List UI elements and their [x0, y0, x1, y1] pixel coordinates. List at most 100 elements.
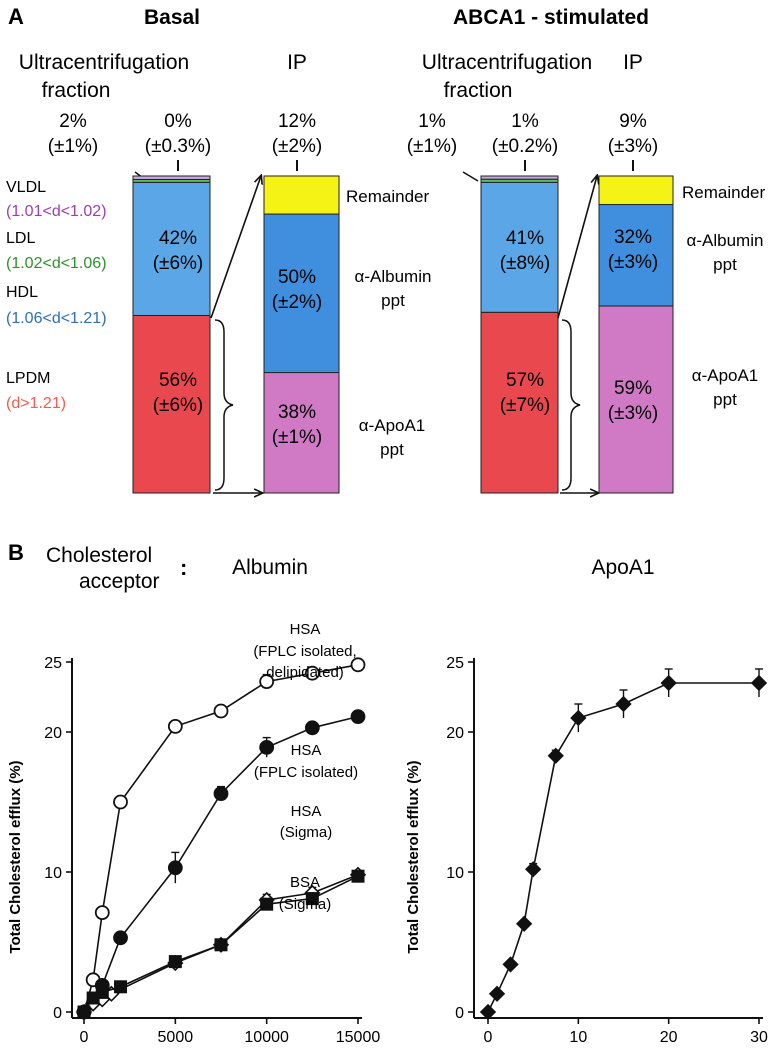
basal-ldl-top-pct: 0% [164, 111, 192, 132]
abca1-uc-header-line1: Ultracentrifugation [422, 51, 592, 74]
basal-lpdm-sd: (±6%) [153, 395, 204, 416]
abca1-hdl-pct: 41% [506, 228, 544, 249]
basal-remainder-label: Remainder [346, 187, 429, 206]
albumin-panel-title: Albumin [232, 556, 308, 579]
albumin-series-3-point [260, 897, 274, 911]
series-label-bsa-sigma-2: (Sigma) [279, 896, 332, 913]
albumin-series-3-point [305, 892, 319, 906]
apoa1-series-0-point [488, 985, 506, 1002]
abca1-ip-segment-0 [598, 305, 674, 494]
abca1-ip-header: IP [623, 51, 643, 74]
basal-ip-segment-0 [263, 372, 340, 494]
abca1-albumin-label-2: ppt [713, 255, 737, 274]
basal-hdl-pct: 42% [159, 228, 197, 249]
basal-apoa1-label-2: ppt [380, 440, 404, 459]
abca1-apoa1-label-1: α-ApoA1 [692, 366, 759, 385]
albumin-ytick-label: 25 [44, 655, 62, 672]
albumin-y-axis-label: Total Cholesterol efflux (%) [7, 760, 24, 953]
abca1-ldl-top-pct: 1% [511, 111, 539, 132]
series-label-hsa-delipidated-3: delipidated) [266, 664, 344, 681]
albumin-series-1-point [167, 860, 183, 876]
apoa1-y-axis-label: Total Cholesterol efflux (%) [405, 760, 422, 953]
albumin-series-0-point [213, 703, 229, 719]
basal-uc-segment-0 [132, 314, 211, 494]
basal-vldl-top-pct: 2% [59, 111, 87, 132]
albumin-ytick-label: 20 [44, 725, 62, 742]
abca1-vldl-leader [462, 171, 479, 182]
albumin-series-0-point [259, 674, 275, 689]
abca1-lpdm-pct: 57% [506, 370, 544, 391]
abca1-ultracentrifugation-bar [480, 175, 559, 494]
apoa1-xtick-label: 10 [569, 1029, 587, 1046]
albumin-series-0-point [167, 719, 183, 734]
apoa1-ytick-label: 0 [455, 1005, 464, 1022]
albumin-series-1-point [213, 786, 229, 801]
basal-albumin-sd: (±2%) [272, 292, 323, 313]
albumin-series-3-point [351, 869, 365, 883]
basal-apoa1-pct: 38% [278, 402, 316, 423]
abca1-albumin-sd: (±3%) [608, 252, 659, 273]
abca1-ip-segment-2 [598, 175, 674, 206]
apoa1-series-0-point [547, 747, 564, 764]
apoa1-series-0-point [479, 1003, 497, 1021]
albumin-ytick-label: 10 [44, 865, 62, 882]
abca1-title: ABCA1 - stimulated [453, 6, 649, 29]
abca1-ip-bar [598, 175, 674, 494]
ldl-label: LDL [6, 230, 35, 247]
abca1-lpdm-brace [561, 319, 581, 491]
apoa1-efflux-chart: 01020250102030Protein Concentration (μg/… [405, 655, 768, 1046]
albumin-xtick-label: 0 [80, 1029, 89, 1046]
basal-albumin-label-2: ppt [381, 291, 405, 310]
apoa1-series-0-point [516, 915, 533, 932]
basal-ip-header: IP [287, 51, 307, 74]
albumin-series-1-point [304, 720, 320, 736]
apoa1-series-0-point [660, 674, 677, 692]
series-label-hsa-sigma-1: HSA [291, 803, 322, 820]
basal-apoa1-label-1: α-ApoA1 [359, 416, 426, 435]
albumin-series-0-point [304, 665, 320, 681]
abca1-ldl-top-sd: (±0.2%) [492, 136, 558, 157]
vldl-label: VLDL [6, 179, 46, 196]
basal-ldl-top-sd: (±0.3%) [145, 136, 211, 157]
apoa1-xtick-label: 20 [660, 1029, 678, 1046]
albumin-series-1-point [113, 930, 128, 946]
cholesterol-acceptor-line2: acceptor [79, 570, 160, 593]
hdl-range: (1.06<d<1.21) [6, 310, 107, 327]
series-label-hsa-fplc-2: (FPLC isolated) [254, 764, 358, 781]
lpdm-label: LPDM [6, 370, 50, 387]
panel-a: A Basal Ultracentrifugation fraction IP … [6, 4, 765, 493]
abca1-ip-segment-1 [598, 204, 674, 307]
apoa1-xtick-label: 30 [750, 1029, 768, 1046]
abca1-ip-top-pct: 9% [619, 111, 647, 132]
basal-ip-upper-arrow [210, 176, 261, 319]
apoa1-panel-title: ApoA1 [591, 556, 654, 579]
albumin-series-0-point [113, 794, 128, 810]
abca1-apoa1-sd: (±3%) [608, 403, 659, 424]
cholesterol-acceptor-colon: : [180, 555, 187, 580]
abca1-albumin-pct: 32% [614, 227, 652, 248]
series-label-hsa-delipidated-2: (FPLC isolated, [253, 643, 356, 660]
albumin-series-0-point [94, 905, 110, 920]
basal-uc-segment-1 [132, 181, 211, 316]
albumin-series-3-point [214, 938, 228, 952]
lpdm-range: (d>1.21) [6, 395, 66, 412]
basal-uc-segment-3 [132, 175, 211, 180]
apoa1-ytick-label: 10 [446, 865, 464, 882]
apoa1-series-0-line [487, 682, 759, 1013]
basal-apoa1-sd: (±1%) [272, 427, 323, 448]
basal-ip-segment-2 [263, 175, 340, 215]
albumin-efflux-chart: 0102025050001000015000Protein Concentrat… [7, 655, 380, 1046]
apoa1-series-0-point [750, 674, 768, 692]
abca1-albumin-label-1: α-Albumin [687, 231, 764, 250]
abca1-vldl-top-sd: (±1%) [407, 136, 458, 157]
basal-uc-header-line2: fraction [42, 79, 111, 102]
basal-ultracentrifugation-bar [132, 175, 211, 494]
series-label-hsa-sigma-2: (Sigma) [280, 824, 333, 841]
basal-hdl-sd: (±6%) [153, 253, 204, 274]
vldl-range: (1.01<d<1.02) [6, 203, 107, 220]
basal-albumin-label-1: α-Albumin [355, 267, 432, 286]
abca1-apoa1-pct: 59% [614, 378, 652, 399]
albumin-series-3-point [95, 985, 109, 999]
abca1-vldl-top-pct: 1% [418, 111, 446, 132]
